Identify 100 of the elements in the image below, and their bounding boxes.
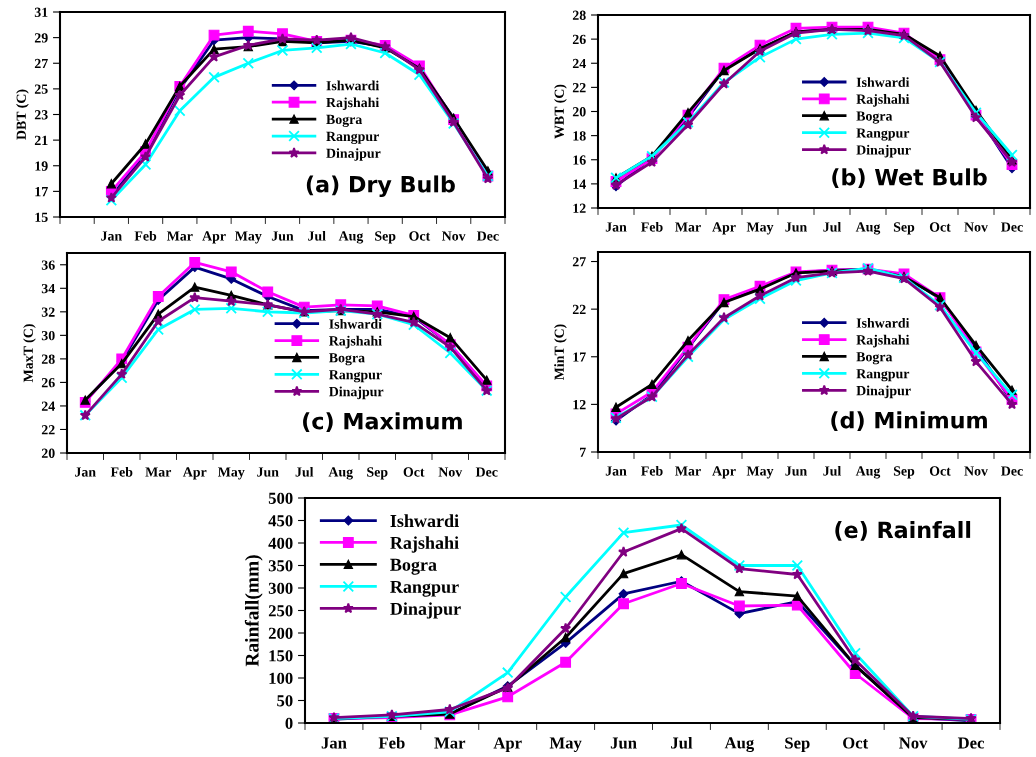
y-tick-label: 24	[41, 401, 55, 411]
x-tick-label: Sep	[375, 231, 396, 244]
y-tick-label: 12	[573, 203, 586, 213]
x-tick-label: May	[746, 466, 774, 479]
x-tick-label: Jan	[75, 467, 96, 477]
y-tick-label: 26	[572, 34, 586, 45]
x-tick-label: Apr	[712, 466, 736, 479]
y-tick-label: 27	[34, 58, 48, 69]
legend-label: Ishwardi	[329, 318, 382, 329]
x-tick-label: Dec	[1001, 466, 1023, 476]
text: (b) Wet Bulb	[832, 168, 987, 189]
y-tick-label: 7	[580, 447, 586, 457]
y-tick-label: 30	[41, 330, 55, 341]
y-tick-label: 24	[572, 58, 586, 69]
y-tick-label: 36	[41, 260, 55, 270]
x-tick-label: Sep	[893, 222, 915, 235]
y-tick-label: 50	[277, 695, 293, 707]
x-tick-label: Oct	[929, 222, 951, 232]
x-tick-label: Jan	[605, 222, 627, 232]
x-tick-label: Oct	[409, 231, 431, 241]
x-tick-label: Jan	[101, 231, 122, 241]
y-tick-label: 22	[572, 304, 586, 314]
x-tick-label: Feb	[378, 736, 405, 749]
y-tick-label: 23	[34, 110, 48, 120]
x-tick-label: Apr	[712, 222, 736, 235]
y-tick-label: 17	[573, 352, 586, 362]
y-tick-label: 0	[285, 717, 293, 729]
legend-label: Rajshahi	[390, 536, 459, 553]
text: (d) Minimum	[831, 411, 987, 432]
x-tick-label: Mar	[166, 231, 193, 241]
legend-label: Bogra	[856, 111, 893, 124]
y-tick-label: 20	[41, 448, 55, 458]
x-tick-label: Nov	[964, 466, 988, 476]
x-tick-label: Apr	[182, 467, 207, 480]
y-tick-label: 250	[268, 605, 293, 617]
x-tick-label: Feb	[641, 221, 663, 232]
y-tick-label: 34	[41, 283, 55, 294]
x-tick-label: Dec	[957, 737, 985, 749]
x-tick-label: Dec	[1001, 222, 1023, 232]
x-tick-label: Aug	[855, 222, 881, 235]
x-tick-label: Jan	[605, 466, 627, 476]
x-tick-label: Mar	[434, 737, 466, 749]
legend-label: Bogra	[856, 352, 893, 365]
y-tick-label: 21	[34, 135, 48, 145]
x-tick-label: Jun	[257, 467, 279, 477]
x-tick-label: Feb	[641, 465, 663, 476]
y-axis-title: MinT (C)	[554, 324, 567, 380]
y-tick-label: 25	[34, 84, 48, 94]
x-tick-label: May	[746, 222, 774, 235]
legend-label: Rajshahi	[856, 334, 910, 348]
y-tick-label: 18	[573, 131, 586, 141]
y-tick-label: 400	[268, 537, 293, 549]
y-tick-label: 500	[268, 492, 293, 504]
legend-label: Rajshahi	[856, 94, 910, 107]
y-tick-label: 26	[41, 378, 55, 388]
x-tick-label: Mar	[145, 467, 172, 477]
x-tick-label: Feb	[134, 230, 157, 241]
x-tick-label: Dec	[475, 467, 498, 477]
legend-label: Dinajpur	[856, 144, 911, 158]
x-tick-label: Sep	[893, 466, 915, 479]
y-tick-label: 14	[573, 179, 586, 189]
x-tick-label: Aug	[724, 737, 755, 752]
legend-label: Bogra	[329, 353, 365, 366]
x-tick-label: Feb	[110, 466, 133, 477]
y-tick-label: 28	[572, 10, 586, 20]
y-tick-label: 29	[34, 33, 48, 43]
y-axis-title: MaxT (C)	[23, 324, 36, 383]
legend-label: Dinajpur	[856, 385, 911, 399]
legend-label: Ishwardi	[856, 77, 910, 88]
legend-label: Rangpur	[326, 131, 379, 144]
legend-label: Dinajpur	[329, 386, 384, 400]
x-tick-label: Jan	[321, 737, 347, 749]
text: (e) Rainfall	[835, 521, 971, 541]
x-tick-label: Mar	[675, 222, 701, 232]
legend-label: Dinajpur	[326, 148, 381, 161]
x-tick-label: Sep	[367, 467, 388, 480]
x-tick-label: Jul	[295, 466, 314, 477]
x-tick-label: Nov	[441, 231, 466, 241]
x-tick-label: Jun	[785, 466, 807, 476]
legend-label: Rangpur	[856, 369, 910, 382]
legend-label: Rangpur	[390, 580, 459, 597]
text: (a) Dry Bulb	[306, 175, 455, 198]
legend-label: Rajshahi	[326, 97, 380, 111]
y-tick-label: 100	[269, 672, 293, 684]
y-tick-label: 22	[41, 425, 55, 435]
y-axis-title: WBT (C)	[554, 84, 567, 139]
y-tick-label: 150	[269, 650, 293, 662]
legend-label: Ishwardi	[856, 317, 910, 328]
legend-label: Ishwardi	[390, 514, 459, 528]
x-tick-label: Jul	[823, 465, 842, 476]
legend-label: Bogra	[326, 114, 363, 127]
x-tick-label: Aug	[338, 231, 364, 244]
y-tick-label: 31	[34, 7, 48, 17]
y-tick-label: 200	[268, 627, 293, 639]
x-tick-label: Apr	[493, 737, 522, 752]
x-tick-label: Sep	[785, 737, 810, 752]
x-tick-label: Nov	[438, 467, 463, 477]
y-axis-title: Rainfall(mm)	[244, 555, 263, 667]
x-tick-label: Jul	[308, 230, 326, 241]
text: (c) Maximum	[303, 412, 462, 433]
